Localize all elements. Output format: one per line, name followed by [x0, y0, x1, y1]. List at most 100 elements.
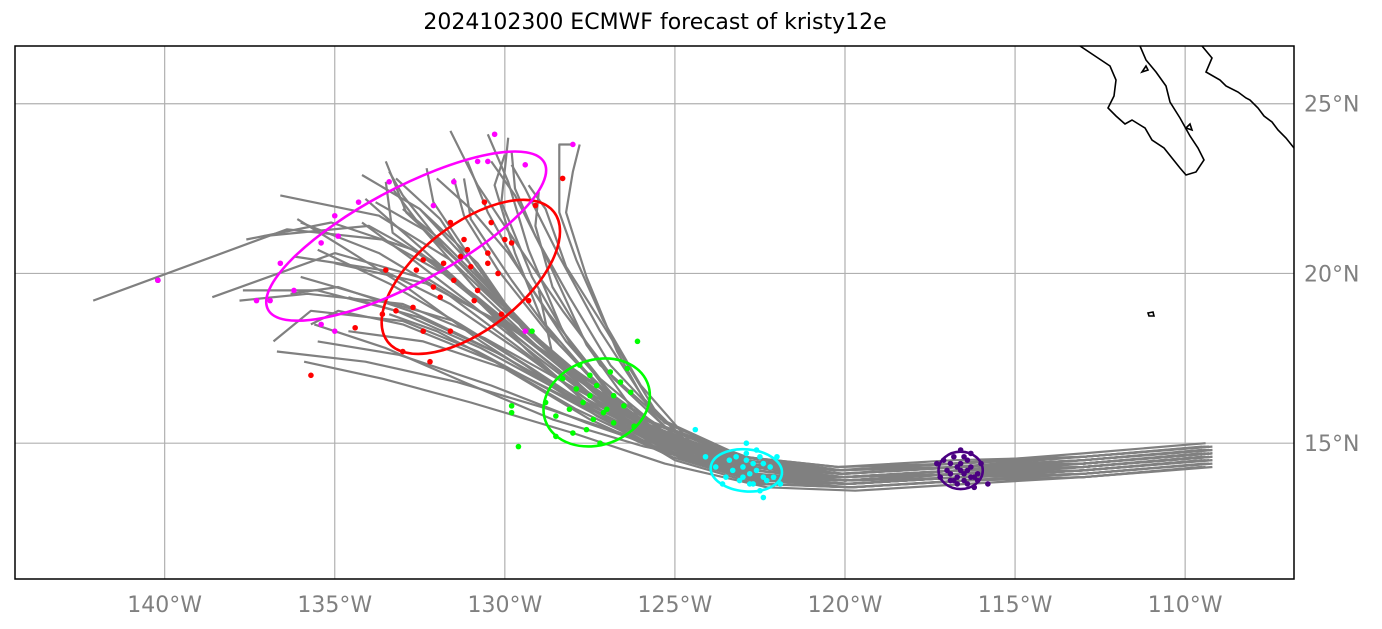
- forecast-position-point: [947, 460, 954, 467]
- forecast-position-point: [451, 277, 457, 284]
- forecast-position-point: [474, 287, 481, 294]
- forecast-position-point: [461, 236, 467, 243]
- lat-tick-labels: 15°N 20°N 25°N: [1304, 93, 1359, 457]
- forecast-position-point: [740, 474, 746, 480]
- forecast-position-point: [491, 131, 498, 138]
- forecast-position-point: [464, 246, 471, 253]
- forecast-position-point: [617, 379, 624, 385]
- forecast-position-point: [331, 328, 338, 334]
- forecast-position-point: [957, 447, 964, 453]
- forecast-position-point: [430, 284, 437, 290]
- uncertainty-ellipse: [542, 357, 652, 448]
- forecast-position-point: [947, 477, 954, 484]
- lon-tick-label: 120°W: [808, 593, 883, 618]
- forecast-position-point: [736, 477, 743, 484]
- forecast-position-point: [940, 457, 947, 463]
- forecast-position-point: [743, 457, 750, 463]
- coastline: [1079, 46, 1294, 317]
- forecast-position-point: [692, 426, 699, 433]
- uncertainty-ellipse: [709, 447, 784, 493]
- forecast-position-point: [485, 158, 491, 165]
- forecast-position-point: [498, 311, 505, 317]
- forecast-position-point: [774, 453, 780, 460]
- forecast-position-point: [937, 474, 944, 480]
- forecast-position-point: [553, 433, 559, 440]
- forecast-position-point: [522, 162, 529, 168]
- forecast-position-point: [481, 199, 488, 205]
- forecast-position-point: [335, 233, 341, 239]
- forecast-position-point: [386, 178, 392, 185]
- forecast-position-point: [379, 311, 386, 317]
- forecast-position-point: [318, 321, 324, 328]
- forecast-position-point: [712, 464, 719, 470]
- forecast-position-point: [954, 481, 961, 487]
- forecast-position-point: [767, 464, 773, 470]
- forecast-position-point: [944, 467, 950, 474]
- forecast-position-point: [440, 260, 447, 267]
- forecast-position-point: [488, 219, 495, 226]
- forecast-position-point: [471, 297, 478, 304]
- forecast-position-point: [763, 477, 770, 484]
- forecast-position-point: [291, 287, 297, 294]
- forecast-position-point: [529, 328, 535, 334]
- lon-tick-label: 140°W: [127, 593, 202, 618]
- forecast-position-point: [702, 453, 709, 460]
- forecast-position-point: [532, 202, 539, 209]
- forecast-position-point: [607, 369, 614, 375]
- forecast-position-point: [746, 470, 753, 477]
- forecast-position-point: [777, 481, 784, 487]
- forecast-position-point: [971, 484, 978, 491]
- forecast-position-point: [746, 481, 753, 487]
- plot-background: [15, 46, 1294, 579]
- forecast-position-point: [729, 467, 736, 474]
- forecast-position-point: [155, 277, 161, 284]
- forecast-position-point: [267, 297, 273, 304]
- forecast-position-point: [576, 362, 583, 368]
- forecast-position-point: [474, 158, 481, 165]
- forecast-position-point: [308, 372, 314, 379]
- forecast-position-point: [740, 464, 746, 470]
- lat-tick-label: 20°N: [1304, 262, 1359, 287]
- plot-frame: [14, 45, 1295, 580]
- forecast-position-point: [631, 423, 637, 430]
- ensemble-track: [303, 360, 1213, 492]
- uncertainty-ellipse: [380, 198, 562, 356]
- mexico-mainland-coast: [1201, 46, 1294, 149]
- forecast-position-point: [542, 399, 549, 406]
- ensemble-track: [466, 160, 1206, 475]
- forecast-position-point: [961, 477, 967, 484]
- forecast-position-point: [508, 240, 515, 246]
- forecast-position-point: [757, 453, 763, 460]
- forecast-position-point: [382, 267, 389, 273]
- forecast-position-point: [277, 260, 284, 267]
- uncertainty-ellipse: [264, 150, 548, 323]
- lon-tick-label: 135°W: [297, 593, 372, 618]
- forecast-position-point: [559, 375, 566, 382]
- forecast-position-point: [457, 253, 464, 260]
- forecast-position-point: [757, 487, 763, 494]
- forecast-position-point: [580, 399, 586, 406]
- forecast-position-point: [427, 358, 433, 365]
- forecast-position-point: [502, 236, 508, 243]
- forecast-position-point: [947, 470, 954, 477]
- forecast-position-point: [570, 141, 576, 148]
- forecast-position-point: [508, 403, 515, 409]
- ensemble-track: [334, 262, 1203, 472]
- forecast-position-point: [485, 250, 491, 256]
- forecast-position-point: [964, 457, 971, 463]
- lon-tick-labels: 140°W 135°W 130°W 125°W 120°W 115°W 110°W: [127, 593, 1222, 618]
- forecast-position-point: [447, 219, 454, 226]
- forecast-position-point: [627, 389, 634, 396]
- forecast-position-point: [399, 348, 406, 355]
- forecast-position-point: [253, 297, 260, 304]
- forecast-position-point: [719, 481, 726, 487]
- forecast-position-point: [961, 453, 967, 460]
- forecast-position-point: [968, 464, 974, 470]
- forecast-positions: [155, 131, 991, 501]
- forecast-position-point: [600, 409, 607, 416]
- forecast-position-point: [355, 199, 362, 205]
- forecast-position-point: [957, 467, 964, 474]
- forecast-position-point: [743, 450, 750, 457]
- lon-tick-label: 130°W: [467, 593, 542, 618]
